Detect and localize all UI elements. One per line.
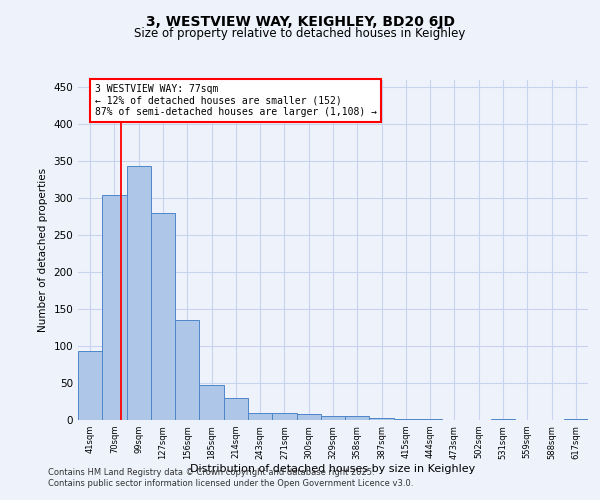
Bar: [296, 414, 321, 420]
Y-axis label: Number of detached properties: Number of detached properties: [38, 168, 48, 332]
Bar: [345, 416, 370, 420]
Bar: [78, 352, 102, 420]
Bar: [151, 213, 175, 420]
Bar: [199, 386, 224, 420]
Text: 3, WESTVIEW WAY, KEIGHLEY, BD20 6JD: 3, WESTVIEW WAY, KEIGHLEY, BD20 6JD: [146, 15, 455, 29]
Bar: [224, 398, 248, 420]
Bar: [248, 412, 272, 420]
Bar: [102, 194, 127, 420]
Bar: [175, 320, 199, 420]
Text: Size of property relative to detached houses in Keighley: Size of property relative to detached ho…: [134, 28, 466, 40]
Text: Contains HM Land Registry data © Crown copyright and database right 2025.
Contai: Contains HM Land Registry data © Crown c…: [48, 468, 413, 487]
Bar: [272, 412, 296, 420]
X-axis label: Distribution of detached houses by size in Keighley: Distribution of detached houses by size …: [190, 464, 476, 474]
Bar: [321, 416, 345, 420]
Bar: [127, 166, 151, 420]
Text: 3 WESTVIEW WAY: 77sqm
← 12% of detached houses are smaller (152)
87% of semi-det: 3 WESTVIEW WAY: 77sqm ← 12% of detached …: [95, 84, 377, 117]
Bar: [370, 418, 394, 420]
Bar: [564, 418, 588, 420]
